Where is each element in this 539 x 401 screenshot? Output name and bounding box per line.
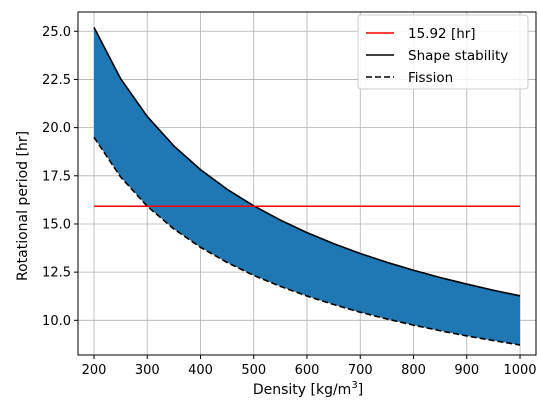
band-fill-area <box>93 27 521 345</box>
y-tick-label: 22.5 <box>42 73 71 88</box>
legend: 15.92 [hr] Shape stability Fission <box>357 14 529 90</box>
x-tick-label: 300 <box>135 363 160 378</box>
y-tick-label: 20.0 <box>42 121 71 136</box>
y-tick-label: 15.0 <box>42 217 71 232</box>
legend-label-shape-stability: Shape stability <box>408 48 508 64</box>
series-line-fission <box>93 136 521 346</box>
x-tick-label: 500 <box>241 363 266 378</box>
x-tick-label: 400 <box>188 363 213 378</box>
x-tick-label: 800 <box>401 363 426 378</box>
x-tick-label: 600 <box>295 363 320 378</box>
x-tick-label: 900 <box>454 363 479 378</box>
x-axis-label-main: Density [kg/m <box>253 382 352 398</box>
x-axis-label-superscript: 3 <box>351 380 357 391</box>
x-tick-label: 1000 <box>503 363 536 378</box>
series-lines-layer <box>93 27 521 346</box>
y-tick-label: 10.0 <box>42 314 71 329</box>
y-axis-label: Rotational period [hr] <box>15 131 31 281</box>
series-line-shape-stability <box>93 27 521 297</box>
legend-box <box>357 14 529 90</box>
x-axis-label-tail: ] <box>358 382 363 398</box>
y-tick-label: 17.5 <box>42 169 71 184</box>
y-tick-label: 25.0 <box>42 25 71 40</box>
x-tick-label: 700 <box>348 363 373 378</box>
y-tick-label: 12.5 <box>42 266 71 281</box>
x-axis-label: Density [kg/m3] <box>253 380 363 398</box>
axis-ticks-layer: 200 300 400 500 600 700 800 900 1000 10.0 12.5 15.0… <box>42 25 537 378</box>
x-tick-label: 200 <box>82 363 107 378</box>
legend-label-fission: Fission <box>408 70 453 86</box>
legend-label-reference: 15.92 [hr] <box>408 26 476 42</box>
band-fill-layer <box>93 27 521 345</box>
